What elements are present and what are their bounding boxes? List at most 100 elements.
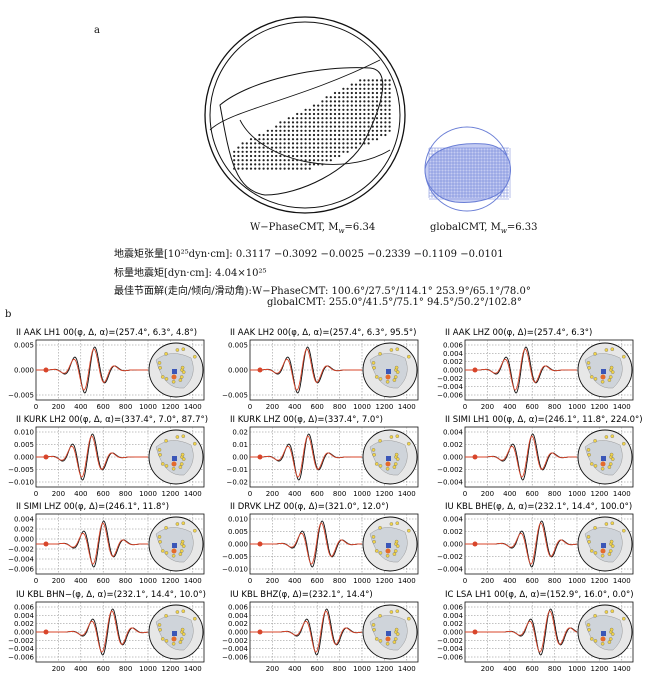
beachball-dot [254, 163, 257, 166]
y-tick-label: −0.004 [437, 566, 463, 574]
beachball-dot [308, 154, 311, 158]
beachball-dot [329, 129, 332, 132]
station-dot [392, 640, 397, 644]
station-marker [601, 543, 606, 548]
beachball-dot [308, 112, 311, 116]
x-tick-label: 800 [548, 665, 561, 673]
y-tick-label: 0.000 [14, 367, 34, 375]
onset-marker [43, 454, 49, 460]
station-dot [407, 528, 411, 533]
station-dot [586, 535, 591, 539]
beachball-dot [254, 138, 257, 141]
beachball-dot [346, 112, 349, 116]
beachball-dot [333, 142, 337, 145]
station-dot [600, 554, 605, 558]
beachball-dot [325, 138, 328, 141]
x-tick-label: 200 [52, 665, 65, 673]
x-tick-label: 0 [463, 490, 467, 498]
beachball-dot [359, 133, 362, 137]
beachball-dot [296, 163, 299, 166]
beachball-dot [346, 125, 349, 128]
beachball-dot [291, 133, 295, 137]
station-dot [193, 441, 197, 446]
y-tick-label: 0.006 [443, 342, 464, 350]
station-dot [181, 347, 186, 351]
station-dot [393, 462, 398, 466]
x-tick-label: 0 [34, 490, 38, 498]
beachball-dot [300, 112, 303, 116]
station-dot [180, 627, 185, 632]
beachball-dot [283, 154, 286, 158]
beachball-dot [283, 150, 286, 153]
beachball-dot [245, 142, 248, 145]
beachball-dot [283, 133, 286, 137]
beachball-dot [300, 117, 303, 120]
y-tick-label: 0.006 [228, 604, 249, 612]
beachball-dot [312, 104, 316, 107]
y-tick-label: 0.01 [232, 441, 248, 449]
beachball-dot [367, 138, 370, 141]
x-tick-label: 800 [333, 577, 346, 585]
y-tick-label: 0.004 [14, 612, 35, 620]
panel-title: II DRVK LHZ 00(φ, Δ)=(321.0°, 12.0°) [230, 502, 389, 512]
station-dot [180, 452, 185, 457]
epicenter-marker [171, 461, 177, 467]
beachball-dot [245, 154, 248, 158]
beachball-dot [363, 121, 366, 124]
figure-label-a: a [94, 25, 100, 36]
beachball-dot [329, 125, 332, 128]
beachball-dot [363, 138, 366, 141]
x-tick-label: 1200 [161, 490, 179, 498]
beachball-dot [354, 108, 358, 111]
station-dot [593, 464, 598, 468]
x-tick-label: 800 [548, 490, 561, 498]
station-dot [178, 465, 183, 469]
station-marker [172, 456, 177, 461]
beachball-dot [342, 125, 345, 128]
station-dot [610, 370, 615, 374]
beachball-dot [359, 142, 362, 145]
beachball-dot [266, 163, 269, 166]
station-dot [178, 640, 183, 644]
beachball-dot [291, 121, 295, 124]
x-tick-label: 1400 [613, 577, 631, 585]
beachball-dot [241, 142, 244, 145]
beachball-dot [367, 133, 370, 137]
panel-title: IC LSA LH1 00(φ, Δ, α)=(152.9°, 16.0°, 0… [445, 590, 634, 600]
beachball-dot [325, 104, 328, 107]
beachball-dot [338, 150, 341, 153]
beachball-dot [258, 154, 261, 158]
beachball-dot [321, 125, 324, 128]
x-tick-label: 800 [119, 577, 132, 585]
beachball-dot [325, 108, 328, 111]
beachball-dot [367, 91, 370, 95]
x-tick-label: 400 [74, 403, 87, 411]
station-dot [609, 539, 614, 544]
station-dot [160, 637, 165, 641]
beachball-dot [287, 159, 290, 162]
beachball-dot [233, 167, 236, 170]
beachball-dot [333, 91, 337, 95]
station-dot [600, 380, 605, 384]
beachball-dot [375, 117, 379, 120]
beachball-dot [283, 129, 286, 132]
beachball-dot [375, 96, 379, 99]
station-dot [610, 347, 615, 351]
x-tick-label: 200 [266, 403, 279, 411]
station-dot [378, 551, 383, 555]
beachball-dot [363, 142, 366, 145]
x-tick-label: 1400 [184, 403, 202, 411]
beachball-dot [346, 138, 349, 141]
x-tick-label: 1400 [184, 577, 202, 585]
beachball-dot [287, 125, 290, 128]
station-marker [601, 456, 606, 461]
beachball-dot [287, 133, 290, 137]
x-tick-label: 800 [119, 403, 132, 411]
beachball-dot [296, 150, 299, 153]
station-marker [386, 456, 391, 461]
synthetic-trace [36, 522, 148, 565]
beachball-dot [388, 121, 391, 124]
synthetic-trace [250, 522, 362, 565]
station-marker [601, 369, 606, 374]
station-dot [394, 539, 399, 544]
